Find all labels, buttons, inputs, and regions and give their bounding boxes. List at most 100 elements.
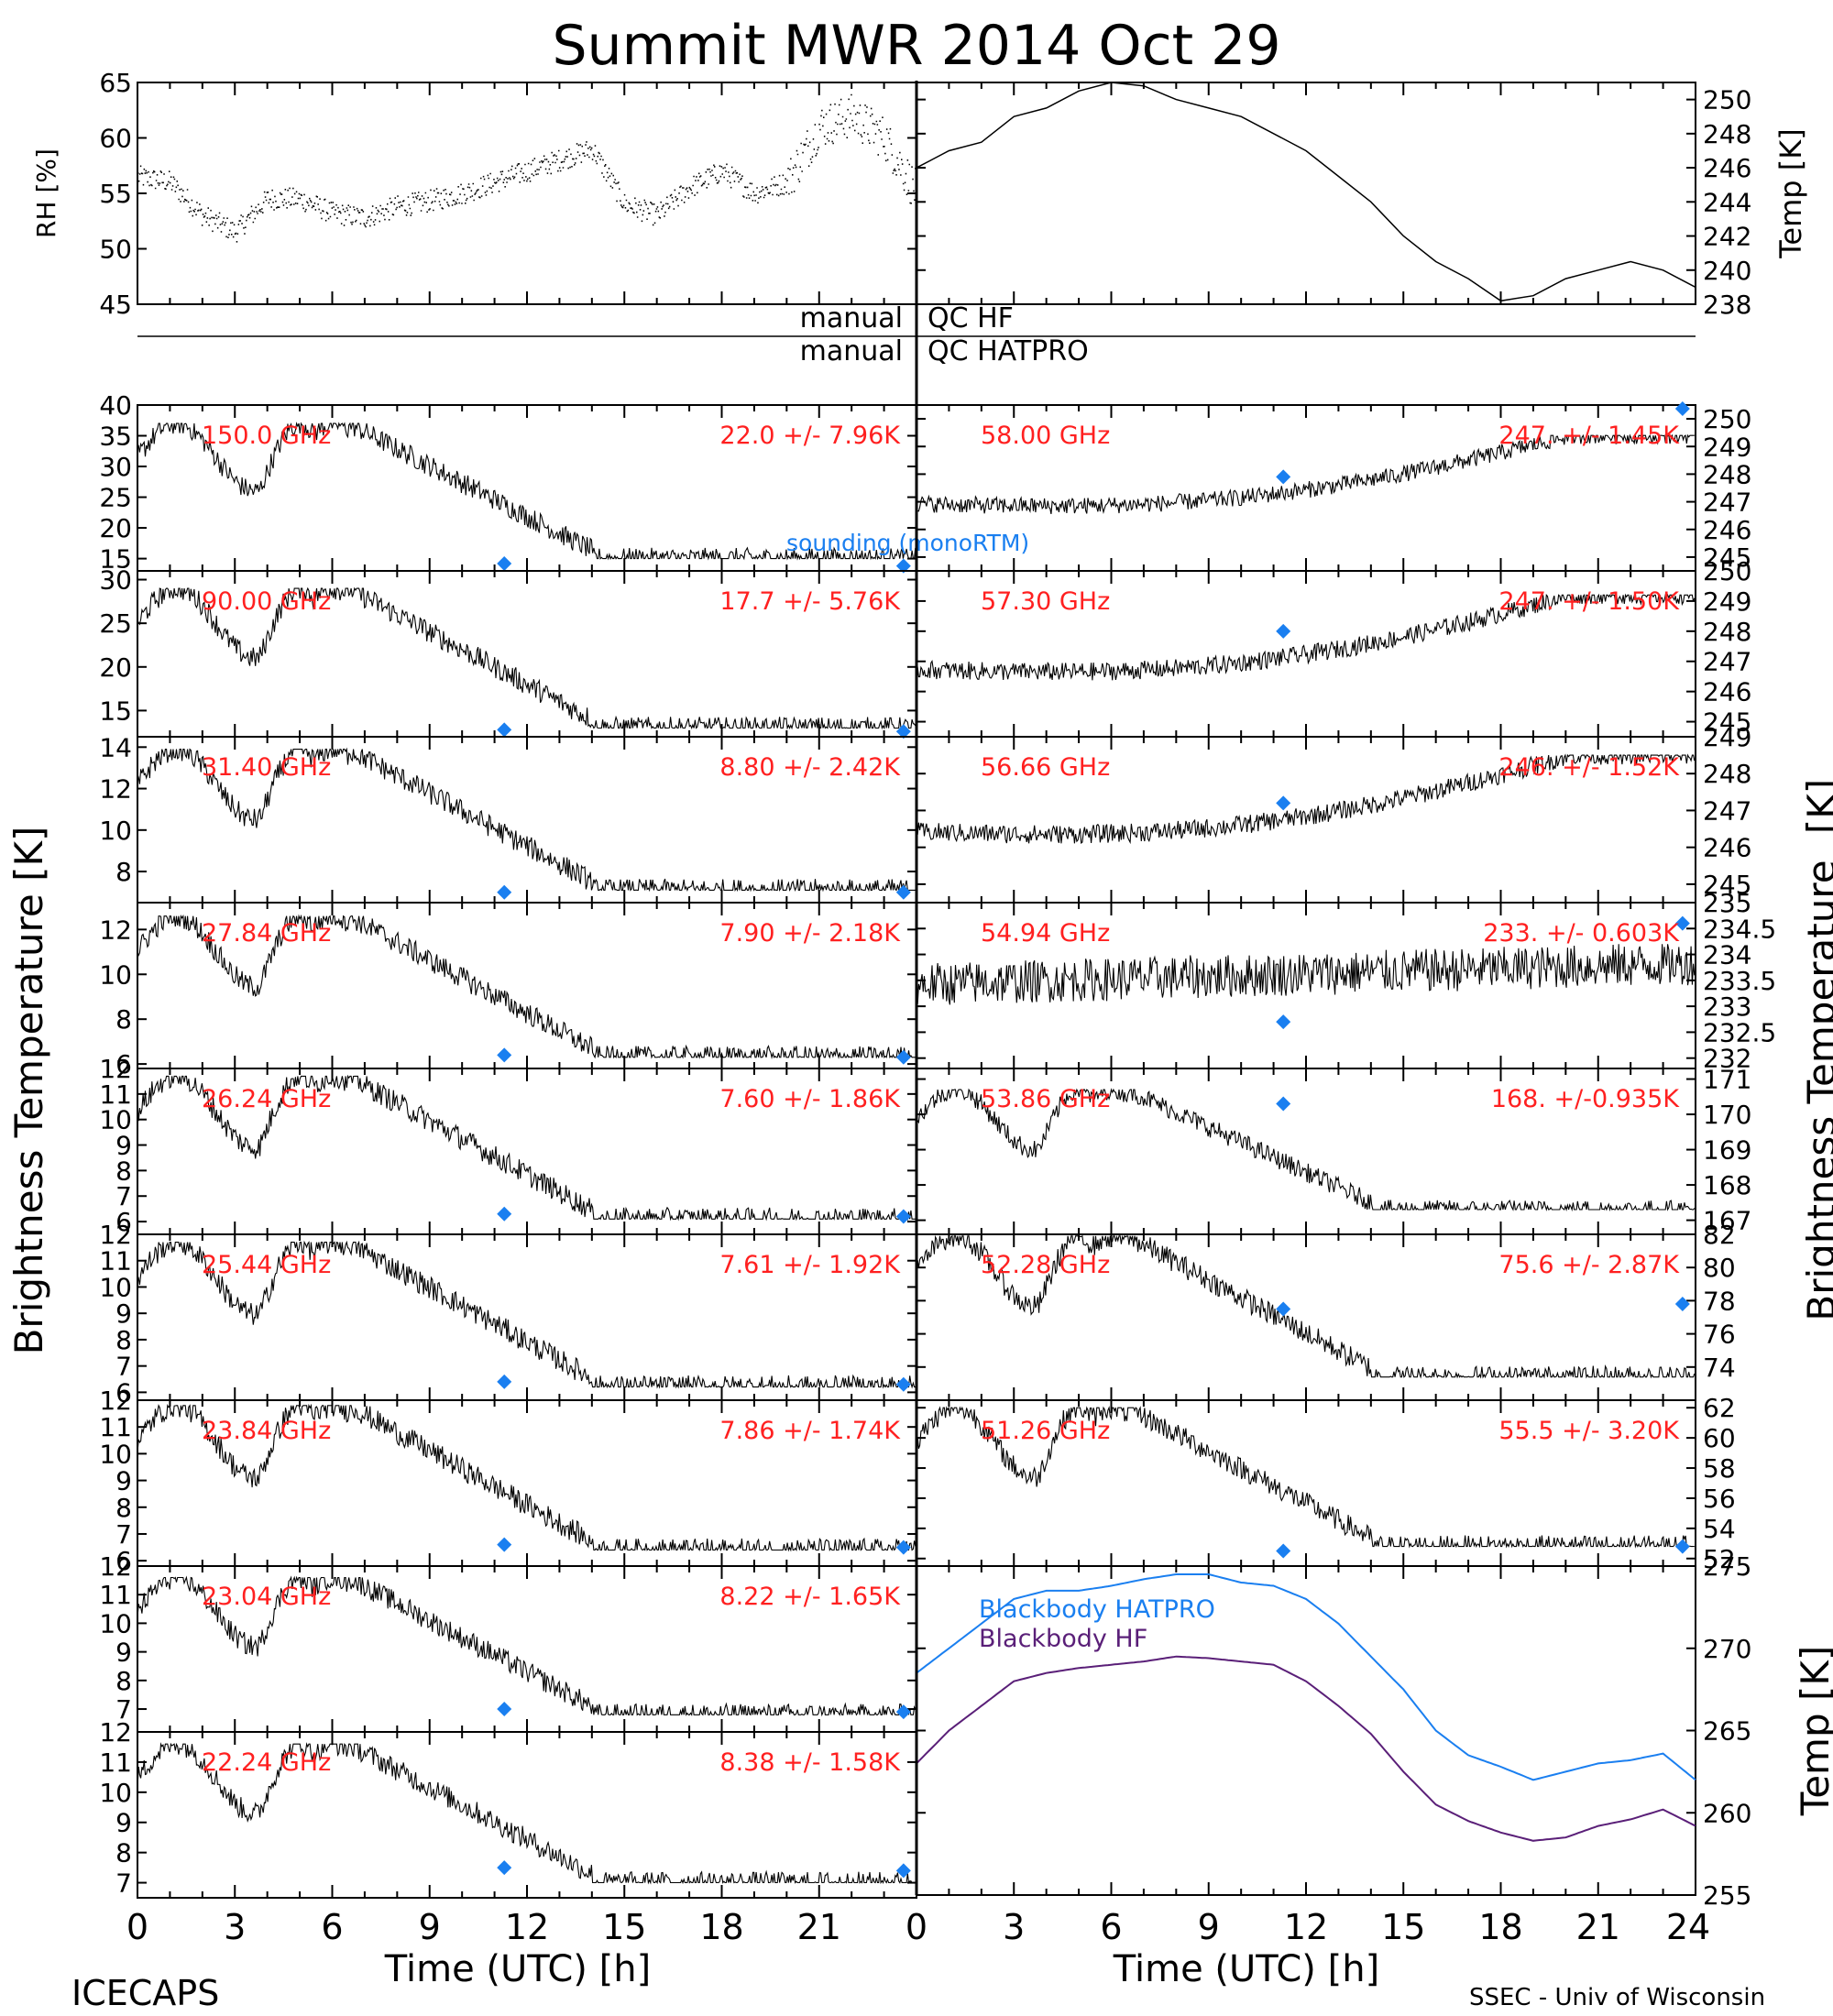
channel-frequency: 31.40 GHz: [202, 753, 331, 782]
y-tick-label: 10: [99, 1272, 132, 1302]
sounding-marker: [497, 1047, 512, 1063]
channel-stats: 168. +/-0.935K: [1491, 1085, 1680, 1113]
y-tick-label: 10: [99, 1778, 132, 1808]
y-tick-label: 11: [99, 1580, 132, 1610]
y-tick-label: 249: [1703, 432, 1751, 462]
y-tick-label: 45: [99, 290, 132, 320]
rh-ylabel: RH [%]: [31, 148, 61, 238]
y-tick-label: 248: [1703, 119, 1751, 149]
channel-frequency: 23.04 GHz: [202, 1583, 331, 1611]
sounding-marker: [1276, 795, 1291, 811]
y-tick-label: 9: [115, 1638, 132, 1668]
y-tick-label: 76: [1703, 1320, 1736, 1350]
y-tick-label: 6: [115, 1207, 132, 1237]
channel-data: [137, 1403, 916, 1552]
channel-stats: 7.61 +/- 1.92K: [719, 1251, 901, 1279]
y-tick-label: 9: [115, 1131, 132, 1161]
channel-data: [916, 944, 1696, 1005]
y-tick-label: 60: [1703, 1423, 1736, 1453]
channel-stats: 233. +/- 0.603K: [1483, 919, 1680, 948]
sounding-marker: [895, 1376, 911, 1392]
channel-data: [137, 586, 916, 730]
channel-panel: 8 10 12 14 31.40 GHz 8.80 +/- 2.42K: [99, 732, 917, 904]
temp-data: [916, 82, 1696, 302]
channel-panel: 245 246 247 248 249 56.66 GHz 246. +/- 1.52K: [916, 722, 1751, 904]
blackbody-ylabel: Temp [K]: [1793, 1646, 1833, 1817]
y-tick-label: 270: [1703, 1634, 1751, 1664]
rh-panel: 45 50 55 60 65 RH [%]: [31, 68, 917, 320]
channel-stats: 8.80 +/- 2.42K: [719, 753, 901, 782]
y-tick-label: 50: [99, 235, 132, 265]
x-tick-label: 24: [1666, 1907, 1710, 1947]
y-tick-label: 246: [1703, 153, 1751, 183]
y-tick-label: 244: [1703, 187, 1751, 217]
rh-data: [137, 93, 917, 243]
y-tick-label: 250: [1703, 85, 1751, 115]
channel-stats: 75.6 +/- 2.87K: [1498, 1251, 1680, 1279]
right-ylabel-unit: [K]: [1799, 779, 1833, 834]
channel-data: [916, 753, 1696, 845]
channel-stats: 8.38 +/- 1.58K: [719, 1748, 901, 1777]
y-tick-label: 55: [99, 179, 132, 209]
channel-data: [137, 1575, 916, 1717]
channel-panel: 15 20 25 30 90.00 GHz 17.7 +/- 5.76K: [99, 565, 917, 740]
y-tick-label: 6: [115, 1049, 132, 1079]
channel-frequency: 58.00 GHz: [981, 422, 1110, 450]
channel-stats: 7.86 +/- 1.74K: [719, 1417, 901, 1445]
y-tick-label: 249: [1703, 722, 1751, 752]
y-tick-label: 11: [99, 1246, 132, 1276]
y-tick-label: 169: [1703, 1135, 1751, 1166]
y-tick-label: 60: [99, 124, 132, 154]
channel-data: [137, 914, 916, 1059]
y-tick-label: 8: [115, 1004, 132, 1035]
channel-frequency: 27.84 GHz: [202, 919, 331, 948]
sounding-marker: [1674, 915, 1690, 931]
y-tick-label: 246: [1703, 515, 1751, 545]
channel-stats: 8.22 +/- 1.65K: [719, 1583, 901, 1611]
x-tick-label: 0: [126, 1907, 148, 1947]
channel-stats: 22.0 +/- 7.96K: [719, 422, 901, 450]
y-tick-label: 245: [1703, 870, 1751, 900]
y-tick-label: 6: [115, 1546, 132, 1576]
channel-frequency: 52.28 GHz: [981, 1251, 1110, 1279]
channel-data: [916, 1234, 1696, 1379]
sounding-marker: [895, 724, 911, 740]
channel-stats: 55.5 +/- 3.20K: [1498, 1417, 1680, 1445]
y-tick-label: 10: [99, 959, 132, 990]
channel-data: [916, 433, 1695, 515]
sounding-marker: [895, 1704, 911, 1720]
channel-stats: 7.60 +/- 1.86K: [719, 1085, 901, 1113]
y-tick-label: 15: [99, 696, 132, 726]
y-tick-label: 249: [1703, 586, 1751, 617]
y-tick-label: 6: [115, 1377, 132, 1408]
y-tick-label: 65: [99, 68, 132, 98]
y-tick-label: 7: [115, 1352, 132, 1382]
x-tick-label: 9: [419, 1907, 441, 1947]
channel-frequency: 23.84 GHz: [202, 1417, 331, 1445]
y-tick-label: 247: [1703, 488, 1751, 518]
sounding-marker: [1276, 1301, 1291, 1317]
y-tick-label: 275: [1703, 1551, 1751, 1582]
channel-frequency: 57.30 GHz: [981, 587, 1110, 616]
x-tick-label: 3: [1003, 1907, 1025, 1947]
y-tick-label: 10: [99, 1105, 132, 1135]
y-tick-label: 240: [1703, 256, 1751, 286]
y-tick-label: 9: [115, 1466, 132, 1496]
y-tick-label: 8: [115, 1325, 132, 1355]
y-tick-label: 78: [1703, 1286, 1736, 1316]
temp-ylabel: Temp [K]: [1773, 128, 1808, 258]
y-tick-label: 246: [1703, 833, 1751, 863]
y-tick-label: 8: [115, 1156, 132, 1186]
y-tick-label: 12: [99, 1551, 132, 1582]
y-tick-label: 248: [1703, 617, 1751, 647]
temp-panel: 238 240 242 244 246 248 250 Temp [K]: [916, 82, 1808, 320]
x-tick-label: 15: [1381, 1907, 1425, 1947]
y-tick-label: 248: [1703, 459, 1751, 489]
y-tick-label: 12: [99, 1717, 132, 1748]
sounding-marker: [1276, 469, 1291, 485]
